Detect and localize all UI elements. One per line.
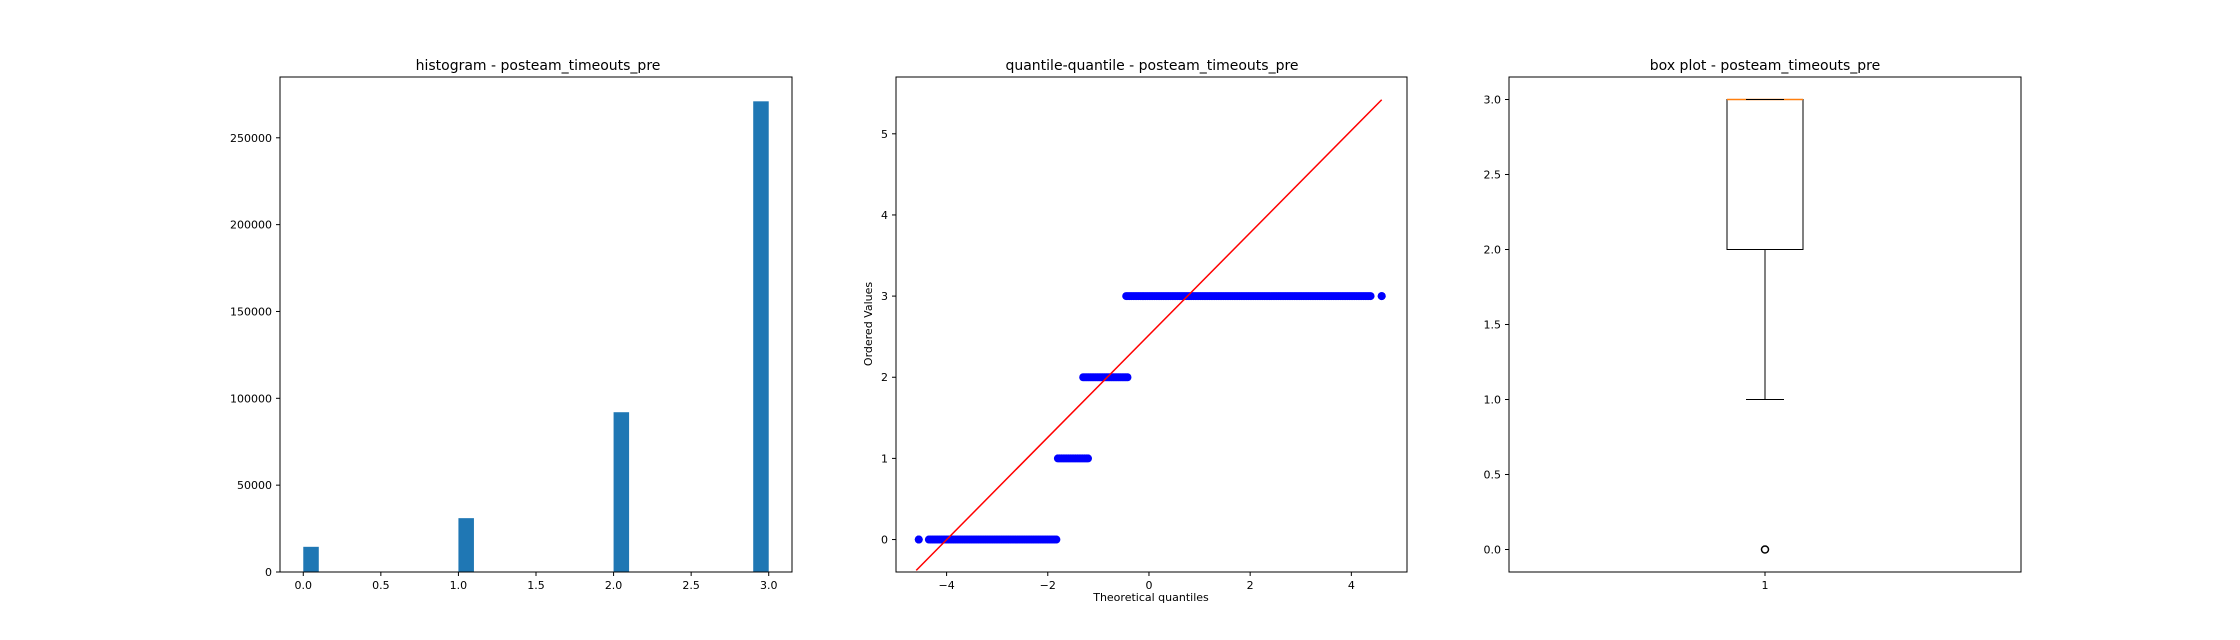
box-plot-marks: 1 0.0 0.5 1.0 1.5 2.0 2.5 3.0 — [1484, 94, 1804, 592]
histogram-ytick-label: 200000 — [230, 219, 272, 232]
box-plot-panel: box plot - posteam_timeouts_pre 10.00.51… — [1484, 58, 2022, 592]
histogram-xtick-label: 2.5 — [682, 579, 700, 592]
qq-point — [1377, 292, 1386, 301]
histogram-bar — [458, 518, 474, 572]
qq-plot-ytick-label: 0 — [881, 534, 888, 547]
histogram-ytick-label: 0 — [265, 566, 272, 579]
qq-plot-xtick-label: −4 — [938, 579, 954, 592]
histogram-xtick-label: 0.0 — [295, 579, 313, 592]
box-plot-box — [1726, 99, 1804, 250]
qq-point — [1366, 292, 1375, 301]
histogram-ytick-label: 150000 — [230, 305, 272, 318]
qq-plot-ytick-label: 4 — [881, 209, 888, 222]
histogram-xtick-label: 2.0 — [605, 579, 623, 592]
box-plot-axes-frame — [1508, 76, 2022, 573]
histogram-title: histogram - posteam_timeouts_pre — [416, 58, 661, 74]
qq-plot-ytick-label: 1 — [881, 452, 888, 465]
histogram-xtick-label: 1.5 — [527, 579, 545, 592]
qq-plot-title: quantile-quantile - posteam_timeouts_pre — [1005, 58, 1298, 74]
qq-plot-ytick-label: 3 — [881, 290, 888, 303]
histogram-bar — [303, 546, 319, 572]
box-plot-ytick-label: 0.0 — [1484, 544, 1502, 557]
qq-plot-ylabel: Ordered Values — [862, 282, 875, 366]
histogram-bar — [753, 101, 769, 572]
box-plot-ytick-label: 1.5 — [1484, 319, 1502, 332]
box-plot-ytick-label: 2.5 — [1484, 169, 1502, 182]
qq-plot-marks: −4 −2 0 2 4 0 1 2 3 4 5 — [881, 99, 1386, 592]
qq-plot-xtick-label: 0 — [1145, 579, 1152, 592]
histogram-panel: histogram - posteam_timeouts_pre 0.0 0.5 1… — [230, 58, 793, 592]
box-plot-ytick-label: 3.0 — [1484, 94, 1502, 107]
histogram-ytick-label: 100000 — [230, 392, 272, 405]
histogram-xtick-label: 0.5 — [372, 579, 390, 592]
qq-fit-line — [915, 99, 1383, 571]
qq-point — [914, 535, 923, 544]
qq-plot-xtick-label: 4 — [1348, 579, 1355, 592]
qq-plot-xtick-label: 2 — [1247, 579, 1254, 592]
qq-point — [1052, 535, 1061, 544]
qq-plot-ytick-label: 2 — [881, 371, 888, 384]
qq-plot-xlabel: Theoretical quantiles — [1092, 591, 1209, 604]
box-plot-outlier — [1760, 545, 1770, 554]
qq-plot-axes-frame — [895, 76, 1408, 573]
histogram-axes-frame — [279, 76, 793, 573]
histogram-marks: 0.0 0.5 1.0 1.5 2.0 2.5 3.0 0 50000 100000 150000 2… — [230, 101, 777, 592]
box-plot-ytick-label: 0.5 — [1484, 469, 1502, 482]
qq-plot-ytick-label: 5 — [881, 128, 888, 141]
histogram-xtick-label: 1.0 — [450, 579, 468, 592]
histogram-xtick-label: 3.0 — [760, 579, 778, 592]
qq-plot-panel: quantile-quantile - posteam_timeouts_pre… — [862, 58, 1408, 604]
histogram-ytick-label: 50000 — [237, 479, 272, 492]
qq-plot-xtick-label: −2 — [1040, 579, 1056, 592]
box-plot-ytick-label: 2.0 — [1484, 244, 1502, 257]
box-plot-xtick-label: 1 — [1762, 579, 1769, 592]
box-plot-ytick-label: 1.0 — [1484, 394, 1502, 407]
box-plot-title: box plot - posteam_timeouts_pre — [1650, 58, 1880, 74]
histogram-bar — [613, 412, 630, 572]
qq-point — [1123, 373, 1132, 382]
qq-point — [1084, 454, 1093, 463]
histogram-ytick-label: 250000 — [230, 132, 272, 145]
